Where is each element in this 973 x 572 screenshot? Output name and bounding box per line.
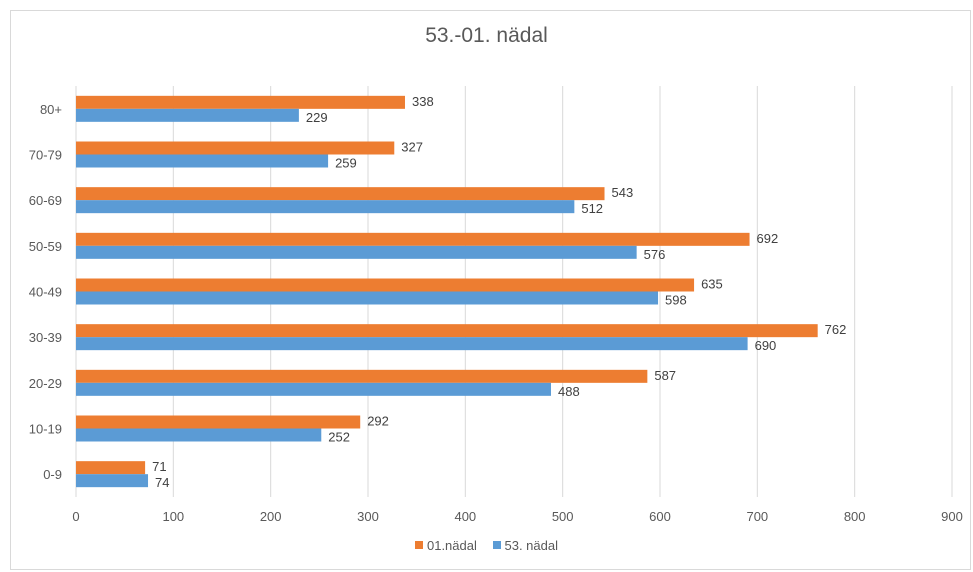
bar-01-nadal-20-29: [76, 369, 648, 383]
y-tick-label-40-49: 40-49: [29, 285, 62, 300]
data-label-53-nadal-10-19: 252: [328, 430, 350, 445]
bar-53-nadal-20-29: [76, 382, 551, 396]
legend-swatch-53-nadal: [492, 541, 501, 549]
data-label-01-nadal-70-79: 327: [401, 140, 423, 155]
bar-53-nadal-40-49: [76, 291, 659, 305]
legend-swatch-01-nadal: [414, 541, 423, 549]
data-label-53-nadal-70-79: 259: [335, 156, 357, 171]
bar-01-nadal-40-49: [76, 278, 695, 292]
y-tick-label-10-19: 10-19: [29, 422, 62, 437]
bar-01-nadal-50-59: [76, 232, 750, 246]
y-tick-label-20-29: 20-29: [29, 376, 62, 391]
bar-01-nadal-30-39: [76, 324, 818, 338]
bar-53-nadal-60-69: [76, 200, 575, 214]
bar-53-nadal-70-79: [76, 154, 329, 168]
legend-item-53-nadal: 53. nädal: [492, 537, 559, 553]
bar-01-nadal-60-69: [76, 187, 605, 201]
legend-item-01-nadal: 01.nädal: [414, 537, 477, 553]
x-tick-label-500: 500: [552, 509, 574, 524]
chart-title: 53.-01. nädal: [425, 24, 548, 47]
x-tick-label-300: 300: [357, 509, 379, 524]
data-label-53-nadal-30-39: 690: [755, 338, 777, 353]
bar-01-nadal-70-79: [76, 141, 395, 155]
x-tick-label-200: 200: [260, 509, 282, 524]
bar-53-nadal-10-19: [76, 428, 322, 442]
data-label-01-nadal-10-19: 292: [367, 414, 389, 429]
data-label-53-nadal-50-59: 576: [644, 247, 666, 262]
legend: 01.nädal 53. nädal: [0, 537, 973, 553]
data-label-01-nadal-80+: 338: [412, 94, 434, 109]
data-label-01-nadal-0-9: 71: [152, 459, 166, 474]
legend-label-53-nadal: 53. nädal: [504, 537, 559, 553]
data-label-01-nadal-30-39: 762: [825, 322, 847, 337]
data-label-01-nadal-50-59: 692: [757, 231, 779, 246]
legend-label-01-nadal: 01.nädal: [426, 537, 477, 553]
x-tick-label-700: 700: [746, 509, 768, 524]
y-tick-label-30-39: 30-39: [29, 330, 62, 345]
bar-53-nadal-80+: [76, 108, 299, 122]
x-tick-label-100: 100: [162, 509, 184, 524]
data-label-53-nadal-40-49: 598: [665, 293, 687, 308]
bar-53-nadal-0-9: [76, 474, 149, 488]
y-tick-label-60-69: 60-69: [29, 193, 62, 208]
bar-01-nadal-10-19: [76, 415, 361, 429]
x-tick-label-400: 400: [454, 509, 476, 524]
x-tick-label-900: 900: [941, 509, 963, 524]
bar-01-nadal-0-9: [76, 461, 146, 475]
y-tick-label-70-79: 70-79: [29, 148, 62, 163]
bar-01-nadal-80+: [76, 95, 405, 109]
data-label-53-nadal-80+: 229: [306, 110, 328, 125]
data-label-53-nadal-20-29: 488: [558, 384, 580, 399]
data-label-53-nadal-60-69: 512: [581, 201, 603, 216]
x-tick-label-600: 600: [649, 509, 671, 524]
data-label-01-nadal-40-49: 635: [701, 277, 723, 292]
x-tick-label-0: 0: [72, 509, 79, 524]
data-label-01-nadal-60-69: 543: [612, 185, 634, 200]
y-tick-label-50-59: 50-59: [29, 239, 62, 254]
data-label-01-nadal-20-29: 587: [654, 368, 676, 383]
x-tick-label-800: 800: [844, 509, 866, 524]
y-tick-label-80+: 80+: [40, 102, 62, 117]
data-label-53-nadal-0-9: 74: [155, 475, 169, 490]
bar-53-nadal-50-59: [76, 245, 637, 259]
y-tick-label-0-9: 0-9: [43, 467, 62, 482]
bar-53-nadal-30-39: [76, 337, 748, 351]
